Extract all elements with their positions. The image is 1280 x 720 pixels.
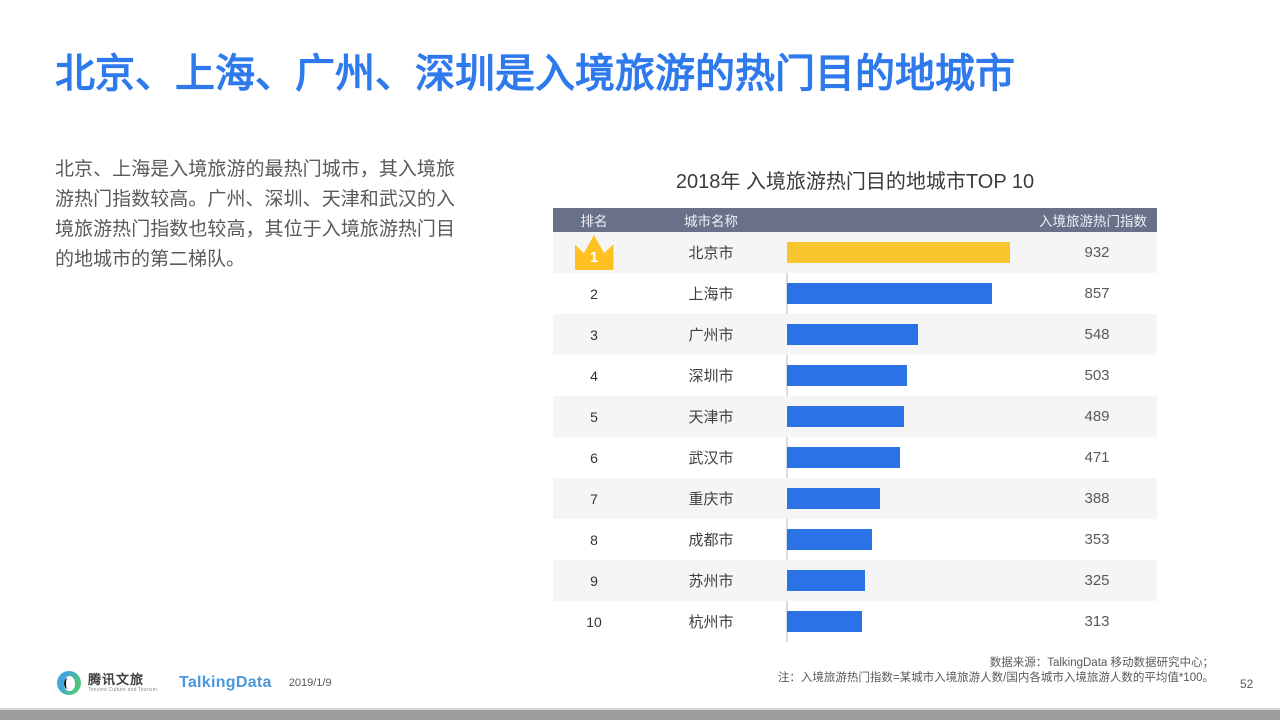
city-label: 北京市: [688, 245, 734, 262]
tencent-wenlv-logo-icon: [57, 671, 81, 695]
bar-baseline-axis: [786, 232, 788, 642]
value-label: 353: [1084, 531, 1110, 548]
table-row: 3 3 广州市 548: [553, 314, 1157, 355]
bar: [787, 570, 865, 591]
column-header-index: 入境旅游热门指数: [1039, 214, 1147, 229]
rank-label: 10: [586, 613, 602, 630]
crown-icon: 1: [574, 235, 614, 270]
value-label: 857: [1084, 285, 1110, 302]
source-note-line1: 数据来源：TalkingData 移动数据研究中心；: [989, 657, 1214, 669]
city-label: 上海市: [688, 286, 734, 303]
rank-label: 5: [590, 408, 598, 425]
bar: [787, 406, 904, 427]
rank-label-crown: 1: [589, 249, 599, 266]
rank-label: 4: [590, 367, 598, 384]
bar: [787, 611, 862, 632]
value-label: 388: [1084, 490, 1110, 507]
table-row: 6 6 武汉市 471: [553, 437, 1157, 478]
rank-label: 7: [590, 490, 598, 507]
city-label: 重庆市: [688, 491, 734, 508]
table-row: 5 5 天津市 489: [553, 396, 1157, 437]
city-label: 苏州市: [688, 573, 734, 590]
page-number: 52: [1240, 677, 1254, 691]
column-header-rank: 排名: [580, 214, 608, 229]
penguin-icon: [63, 675, 75, 691]
bar: [787, 242, 1010, 263]
table-header-row: 排名 城市名称 入境旅游热门指数: [553, 208, 1157, 232]
bar: [787, 447, 900, 468]
tencent-logo-text: 腾讯文旅: [88, 672, 145, 687]
column-header-city: 城市名称: [684, 214, 738, 229]
slide-date: 2019/1/9: [288, 677, 332, 689]
city-label: 武汉市: [688, 450, 734, 467]
value-label: 489: [1084, 408, 1110, 425]
source-notes: 数据来源：TalkingData 移动数据研究中心； 注：入境旅游热门指数=某城…: [778, 656, 1214, 686]
talkingdata-logo-text: TalkingData: [178, 674, 272, 691]
footer-logos: 腾讯文旅 Tencent Culture and Tourism Talking…: [57, 671, 332, 695]
chart-title: 2018年 入境旅游热门目的地城市TOP 10: [675, 171, 1035, 193]
rank-label: 3: [590, 326, 598, 343]
rank-label: 6: [590, 449, 598, 466]
body-paragraph: 北京、上海是入境旅游的最热门城市，其入境旅游热门指数较高。广州、深圳、天津和武汉…: [55, 159, 455, 270]
rank-label: 8: [590, 531, 598, 548]
rank-table: 排名 城市名称 入境旅游热门指数 1 1 北京市 932 2 2 上海市 857…: [553, 208, 1157, 642]
table-body: 1 1 北京市 932 2 2 上海市 857 3 3 广州市 548 4: [553, 232, 1157, 642]
value-label: 313: [1084, 613, 1110, 630]
city-label: 深圳市: [688, 368, 734, 385]
source-note-line2: 注：入境旅游热门指数=某城市入境旅游人数/国内各城市入境旅游人数的平均值*100…: [777, 672, 1214, 684]
table-row: 1 1 北京市 932: [553, 232, 1157, 273]
value-label: 471: [1084, 449, 1110, 466]
city-label: 广州市: [688, 327, 734, 344]
city-label: 成都市: [688, 532, 734, 549]
table-row: 2 2 上海市 857: [553, 273, 1157, 314]
city-label: 天津市: [688, 409, 734, 426]
table-row: 4 4 深圳市 503: [553, 355, 1157, 396]
bar: [787, 529, 872, 550]
slide-title: 北京、上海、广州、深圳是入境旅游的热门目的地城市: [55, 52, 1015, 96]
value-label: 932: [1084, 244, 1110, 261]
tencent-logo-subtext: Tencent Culture and Tourism: [88, 687, 157, 693]
value-label: 325: [1084, 572, 1110, 589]
city-label: 杭州市: [688, 614, 734, 631]
table-row: 7 7 重庆市 388: [553, 478, 1157, 519]
value-label: 548: [1084, 326, 1110, 343]
table-row: 8 8 成都市 353: [553, 519, 1157, 560]
bar: [787, 488, 880, 509]
bar: [787, 365, 908, 386]
bar: [787, 324, 918, 345]
rank-label: 2: [590, 285, 598, 302]
table-row: 9 9 苏州市 325: [553, 560, 1157, 601]
table-row: 10 10 杭州市 313: [553, 601, 1157, 642]
value-label: 503: [1084, 367, 1110, 384]
bar: [787, 283, 992, 304]
window-bottom-edge: [0, 710, 1280, 720]
rank-label: 9: [590, 572, 598, 589]
